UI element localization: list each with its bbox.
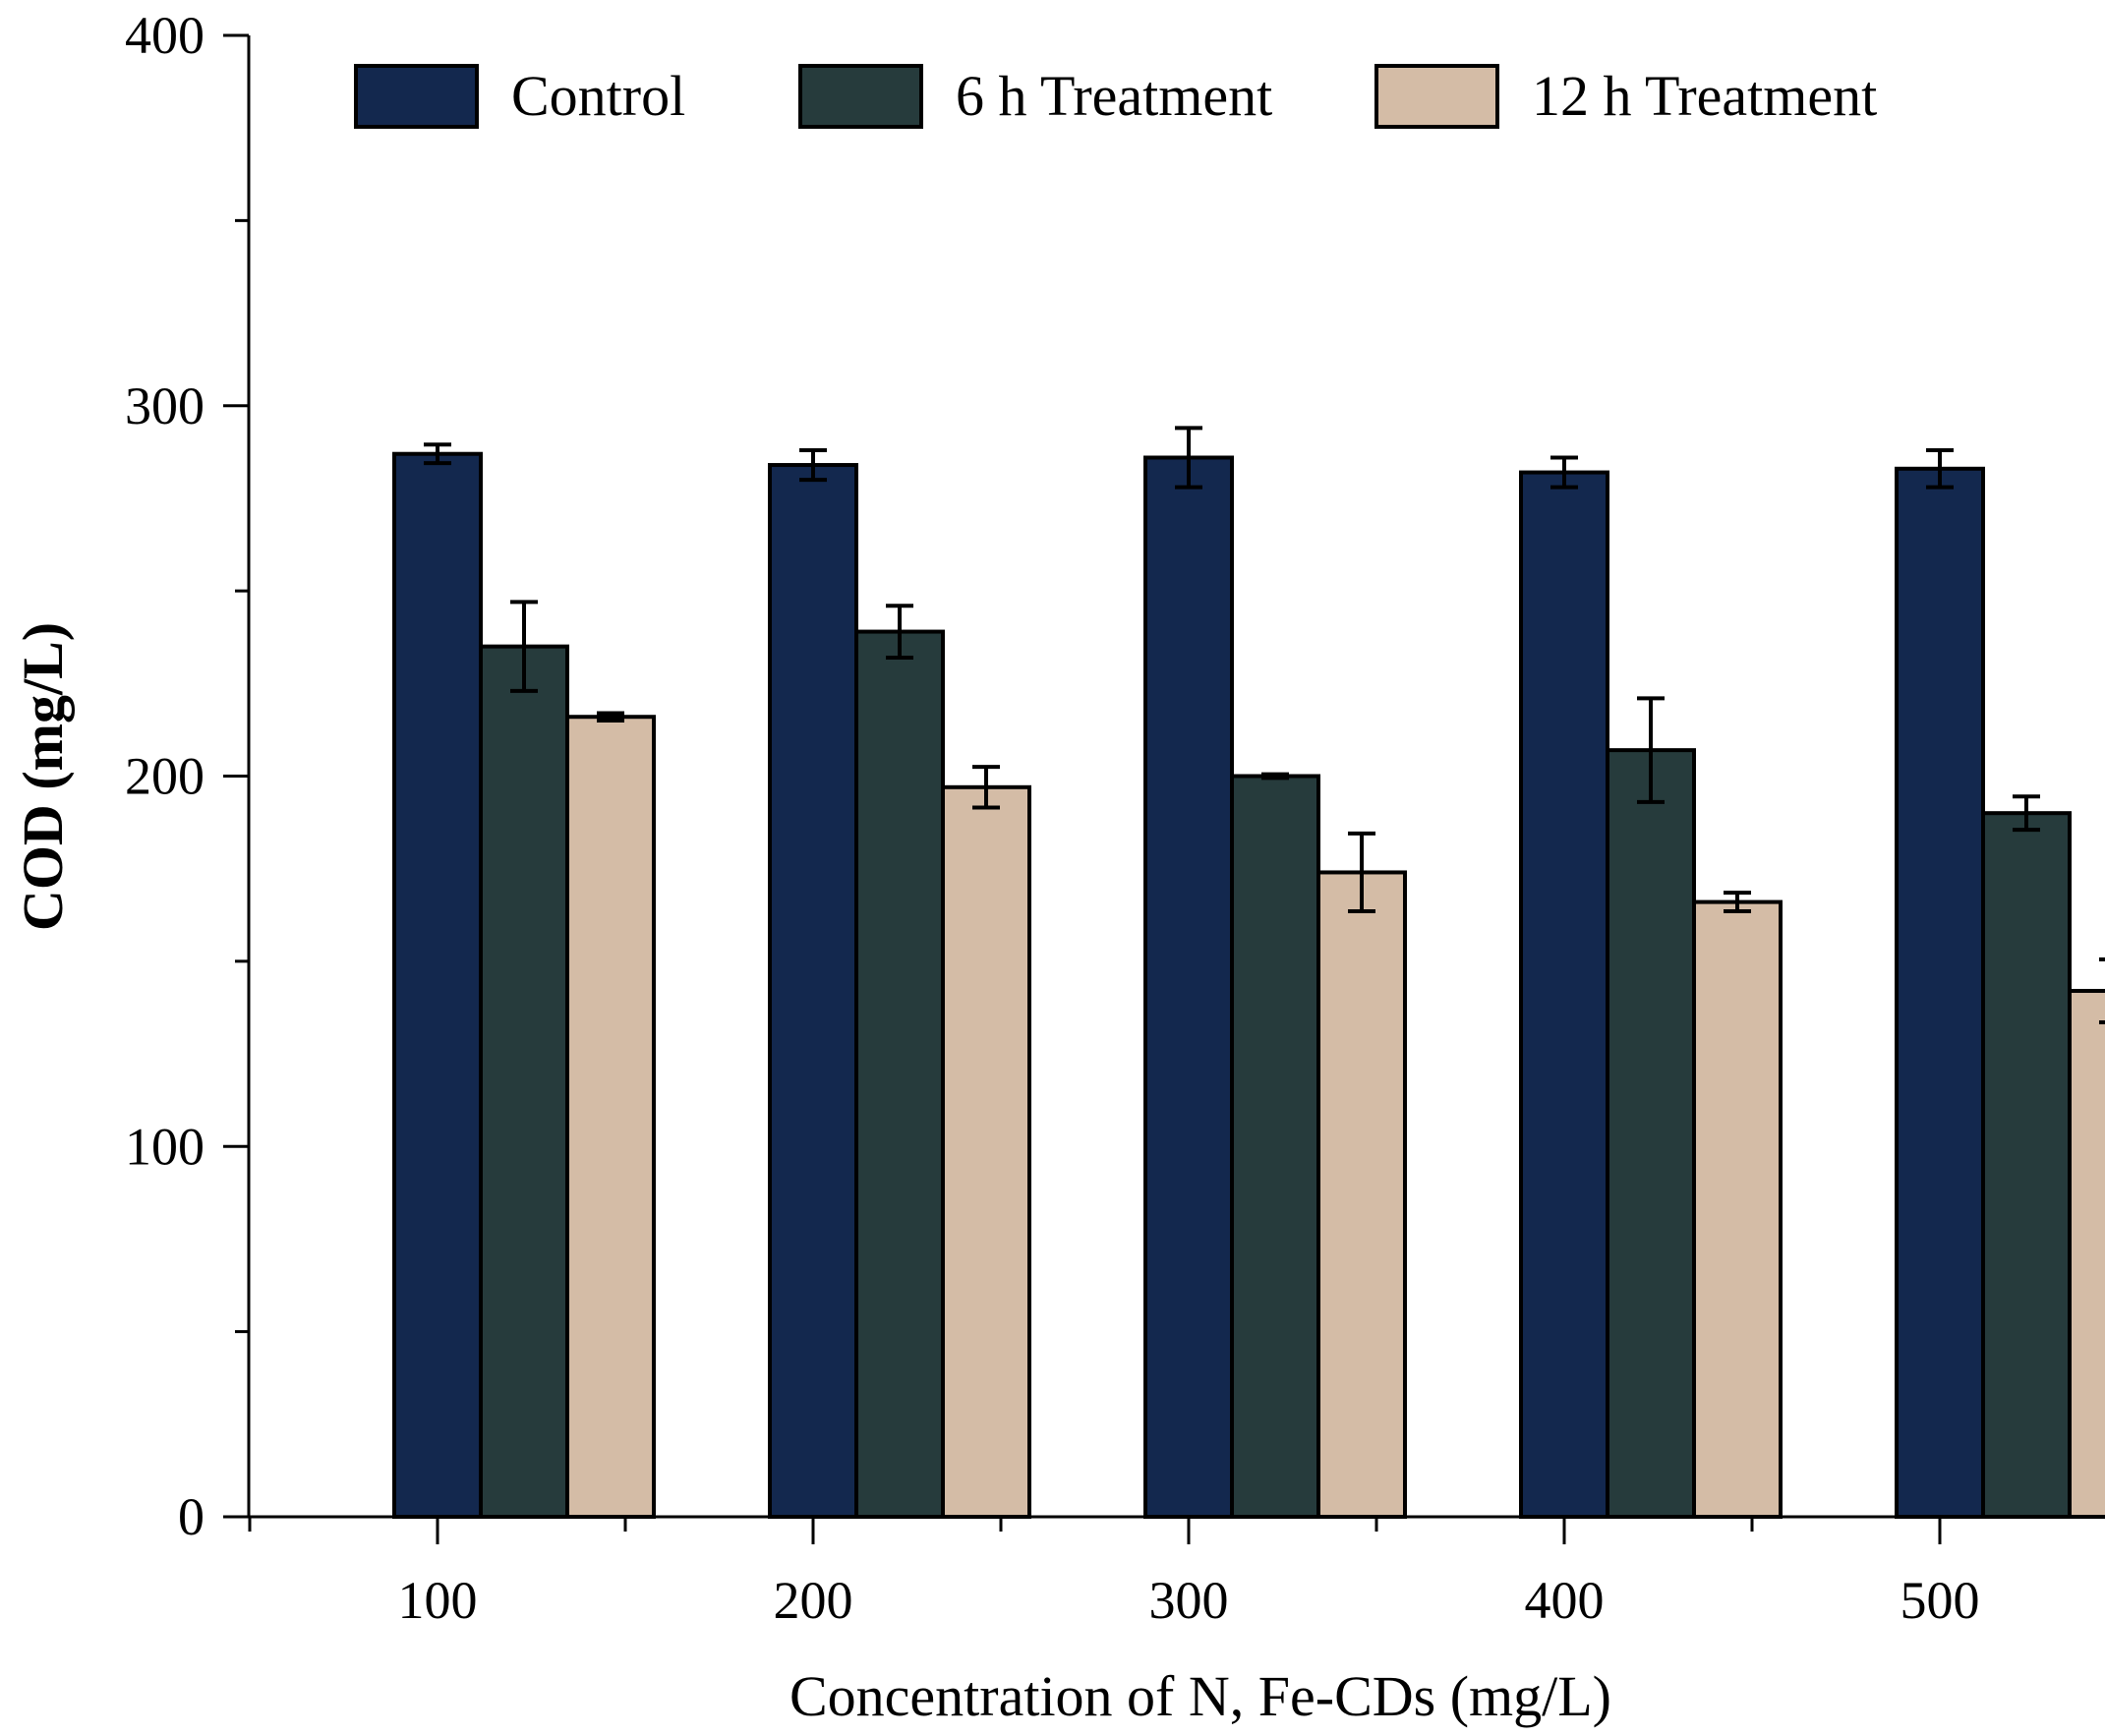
legend-item-control: Control xyxy=(354,64,685,129)
legend-swatch xyxy=(1374,64,1499,129)
error-bar-6-h-treatment-300 xyxy=(1261,772,1289,781)
bar-12-h-treatment-200 xyxy=(941,784,1031,1519)
bar-6-h-treatment-200 xyxy=(854,629,945,1519)
y-tick-label-300: 300 xyxy=(125,376,205,435)
y-tick-label-400: 400 xyxy=(125,6,205,65)
error-bar-6-h-treatment-500 xyxy=(2013,794,2040,833)
x-tick-label-100: 100 xyxy=(398,1571,478,1630)
bar-12-h-treatment-100 xyxy=(565,715,656,1519)
error-bar-control-200 xyxy=(799,447,827,483)
y-tick-label-200: 200 xyxy=(125,747,205,806)
legend-label: Control xyxy=(511,64,685,128)
legend-item-12-h-treatment: 12 h Treatment xyxy=(1374,64,1877,129)
legend: Control 6 h Treatment 12 h Treatment xyxy=(354,64,1877,129)
bar-12-h-treatment-400 xyxy=(1692,899,1783,1519)
legend-item-6-h-treatment: 6 h Treatment xyxy=(798,64,1272,129)
bar-control-300 xyxy=(1143,455,1234,1519)
x-ticks: 100 200 300 400 500 xyxy=(248,1517,1980,1630)
error-bar-12-h-treatment-200 xyxy=(972,765,1000,810)
legend-label: 6 h Treatment xyxy=(956,64,1272,128)
y-tick-label-0: 0 xyxy=(178,1487,205,1546)
x-tick-label-500: 500 xyxy=(1900,1571,1980,1630)
bar-control-100 xyxy=(392,451,483,1519)
error-bar-6-h-treatment-400 xyxy=(1637,696,1665,804)
bar-6-h-treatment-400 xyxy=(1606,748,1696,1519)
error-bar-control-500 xyxy=(1926,447,1954,490)
bar-control-500 xyxy=(1895,466,1985,1519)
error-bar-12-h-treatment-100 xyxy=(597,711,624,723)
error-bar-6-h-treatment-200 xyxy=(886,604,913,660)
bars-layer xyxy=(392,451,2105,1520)
error-bar-12-h-treatment-400 xyxy=(1724,891,1751,914)
bar-6-h-treatment-300 xyxy=(1230,774,1320,1519)
legend-swatch xyxy=(798,64,923,129)
bar-6-h-treatment-100 xyxy=(479,644,569,1519)
x-tick-label-300: 300 xyxy=(1149,1571,1229,1630)
x-tick-label-200: 200 xyxy=(774,1571,853,1630)
bar-12-h-treatment-300 xyxy=(1316,870,1407,1519)
y-axis-title: COD (mg/L) xyxy=(11,622,75,931)
bar-12-h-treatment-500 xyxy=(2068,989,2105,1519)
y-tick-label-100: 100 xyxy=(125,1117,205,1176)
legend-label: 12 h Treatment xyxy=(1532,64,1877,128)
bar-control-200 xyxy=(768,463,858,1519)
x-tick-label-400: 400 xyxy=(1525,1571,1605,1630)
y-ticks: 0 100 200 300 400 xyxy=(125,6,249,1546)
bar-6-h-treatment-500 xyxy=(1981,811,2072,1519)
error-bar-control-300 xyxy=(1175,426,1202,490)
x-axis-title: Concentration of N, Fe-CDs (mg/L) xyxy=(789,1664,1611,1728)
error-bar-12-h-treatment-300 xyxy=(1348,831,1375,914)
legend-swatch xyxy=(354,64,479,129)
error-bar-12-h-treatment-500 xyxy=(2099,956,2105,1025)
error-bar-control-400 xyxy=(1550,455,1578,490)
error-bars-layer xyxy=(424,426,2105,1025)
error-bar-6-h-treatment-100 xyxy=(510,600,538,693)
error-bar-control-100 xyxy=(424,442,451,466)
bar-control-400 xyxy=(1519,470,1609,1520)
